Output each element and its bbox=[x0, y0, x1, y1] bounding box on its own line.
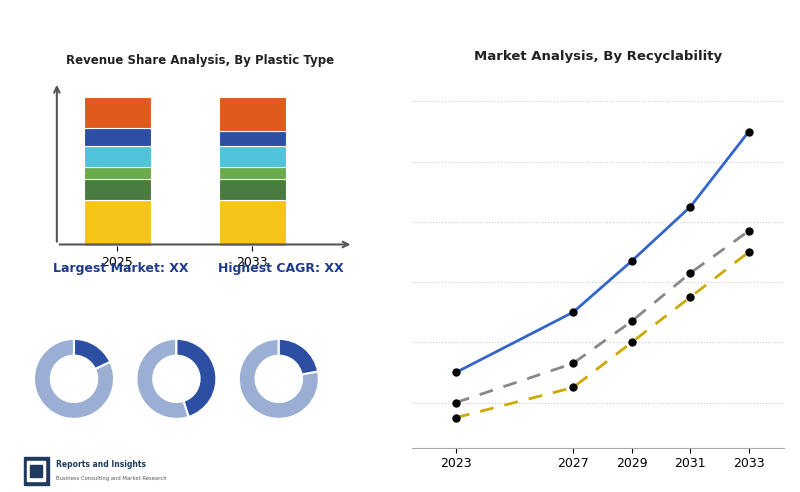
Text: Business Consulting and Market Research: Business Consulting and Market Research bbox=[56, 476, 166, 481]
Bar bbox=[218, 130, 286, 146]
FancyBboxPatch shape bbox=[30, 465, 42, 477]
Wedge shape bbox=[279, 339, 318, 374]
Text: Highest CAGR: XX: Highest CAGR: XX bbox=[218, 262, 344, 275]
FancyBboxPatch shape bbox=[27, 461, 45, 481]
Bar bbox=[218, 97, 286, 130]
Wedge shape bbox=[137, 339, 189, 419]
Wedge shape bbox=[239, 339, 318, 419]
Bar bbox=[218, 200, 286, 246]
Title: Revenue Share Analysis, By Plastic Type: Revenue Share Analysis, By Plastic Type bbox=[66, 55, 334, 67]
Bar bbox=[84, 97, 151, 127]
Bar bbox=[84, 146, 151, 167]
Bar bbox=[218, 146, 286, 167]
Bar bbox=[84, 179, 151, 200]
Wedge shape bbox=[34, 339, 114, 419]
FancyBboxPatch shape bbox=[24, 458, 49, 486]
Bar bbox=[84, 127, 151, 146]
Bar bbox=[218, 179, 286, 200]
Text: Largest Market: XX: Largest Market: XX bbox=[54, 262, 189, 275]
Wedge shape bbox=[74, 339, 110, 369]
Title: Market Analysis, By Recyclability: Market Analysis, By Recyclability bbox=[474, 50, 722, 63]
Bar bbox=[84, 200, 151, 246]
Text: EUROPE THERMOFORMED PLASTIC MARKET SEGMENT ANALYSIS: EUROPE THERMOFORMED PLASTIC MARKET SEGME… bbox=[10, 26, 539, 40]
Wedge shape bbox=[177, 339, 216, 417]
Text: Reports and Insights: Reports and Insights bbox=[56, 460, 146, 468]
Bar bbox=[218, 167, 286, 179]
Bar bbox=[84, 167, 151, 179]
